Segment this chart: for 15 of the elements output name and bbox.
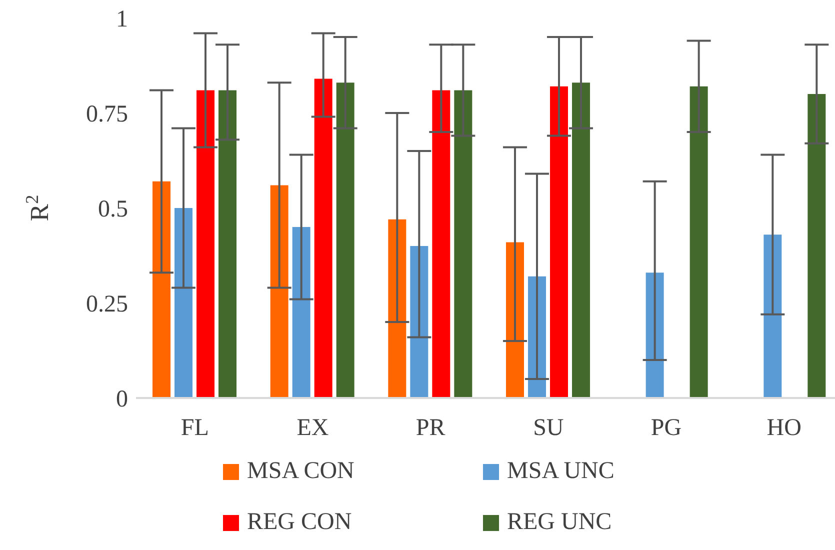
legend-label: REG UNC: [507, 509, 612, 536]
x-tick-label: EX: [296, 415, 329, 442]
y-tick-label: 0.25: [86, 292, 128, 318]
x-tick-label: FL: [180, 415, 209, 442]
y-tick-label: 0.5: [98, 196, 128, 223]
y-tick-label: 0: [116, 386, 128, 413]
x-tick-label: PR: [416, 415, 446, 442]
legend-label: REG CON: [247, 509, 352, 536]
x-tick-label: SU: [533, 415, 564, 442]
y-tick-label: 0.75: [86, 102, 128, 128]
x-tick-label: PG: [650, 415, 682, 442]
legend-label: MSA CON: [247, 458, 354, 485]
y-tick-label: 1: [116, 6, 128, 33]
legend-label: MSA UNC: [507, 458, 614, 485]
x-tick-label: HO: [766, 415, 802, 442]
